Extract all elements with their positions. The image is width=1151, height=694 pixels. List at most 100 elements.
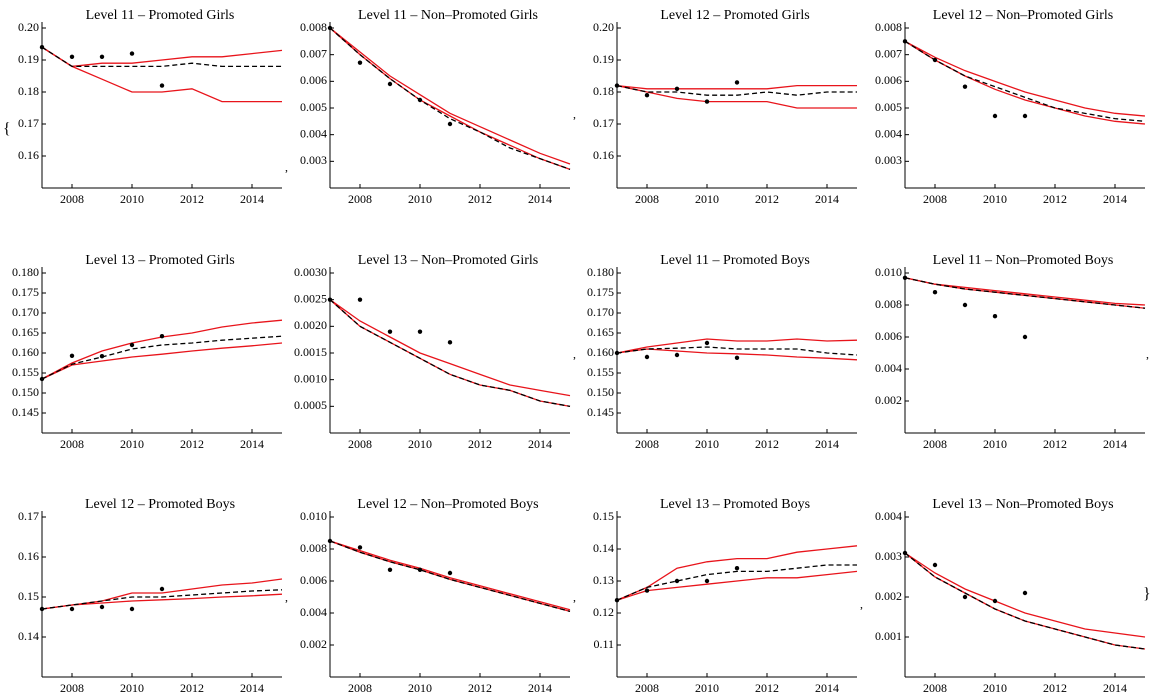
chart-panel: Level 11 – Non–Promoted Girls 0.003 0.004 0… — [300, 8, 571, 206]
data-point — [614, 83, 620, 88]
x-tick-label: 2008 — [348, 681, 372, 694]
chart-title: Level 13 – Promoted Boys — [660, 497, 810, 512]
data-point — [357, 60, 363, 65]
y-tick-label: 0.004 — [875, 509, 902, 523]
line — [329, 299, 571, 407]
x-tick-label: 2012 — [1043, 192, 1067, 206]
data-point — [674, 86, 680, 92]
y-tick-label: 0.180 — [12, 265, 39, 279]
y-tick-label: 0.004 — [875, 126, 902, 140]
chart-panel: Level 13 – Non–Promoted Girls 0.0005 0.001… — [294, 253, 571, 451]
line — [329, 299, 571, 397]
dashed-line — [616, 84, 857, 96]
y-tick-label: 0.006 — [300, 573, 327, 587]
y-tick-label: 0.13 — [593, 573, 614, 587]
y-tick-label: 0.17 — [593, 116, 614, 130]
dashed-line — [329, 27, 571, 170]
y-tick-label: 0.19 — [593, 52, 614, 66]
data-point — [417, 329, 423, 334]
data-point — [614, 350, 620, 356]
chart-title: Level 12 – Promoted Girls — [660, 8, 809, 23]
data-point — [39, 45, 45, 50]
y-tick-label: 0.003 — [300, 153, 327, 167]
data-point — [704, 578, 710, 584]
chart-title: Level 12 – Promoted Boys — [85, 497, 235, 512]
y-tick-label: 0.20 — [593, 20, 614, 34]
dashed-line — [616, 564, 857, 601]
x-tick-label: 2014 — [815, 437, 839, 451]
y-tick-label: 0.15 — [18, 589, 39, 603]
chart-title: Level 11 – Non–Promoted Girls — [358, 8, 538, 23]
x-tick-label: 2014 — [240, 437, 264, 451]
brace: { — [3, 121, 11, 138]
chart-panel: Level 13 – Promoted Girls 0.145 0.150 0.155… — [12, 253, 283, 451]
data-point — [992, 314, 998, 319]
y-tick-label: 0.17 — [18, 509, 39, 523]
dashed-line — [41, 46, 282, 68]
x-tick-label: 2008 — [923, 437, 947, 451]
y-tick-label: 0.002 — [300, 637, 327, 651]
y-tick-label: 0.15 — [593, 509, 614, 523]
x-tick-label: 2010 — [695, 681, 719, 694]
data-point — [902, 550, 908, 556]
data-point — [99, 354, 105, 359]
data-point — [327, 297, 333, 302]
line — [904, 40, 1146, 125]
data-point — [644, 354, 650, 360]
data-point — [704, 99, 710, 104]
data-point — [99, 604, 105, 610]
data-point — [159, 83, 165, 88]
line — [904, 277, 1146, 306]
separator: , — [285, 590, 288, 604]
y-tick-label: 0.16 — [593, 148, 614, 162]
separator: , — [285, 160, 288, 174]
y-tick-label: 0.0020 — [294, 318, 327, 332]
data-point — [417, 97, 423, 103]
x-tick-label: 2010 — [695, 192, 719, 206]
data-point — [129, 51, 135, 56]
data-point — [99, 54, 105, 59]
x-tick-label: 2014 — [528, 681, 552, 694]
data-point — [674, 578, 680, 584]
y-tick-label: 0.005 — [875, 100, 902, 114]
x-tick-label: 2010 — [695, 437, 719, 451]
data-point — [932, 290, 938, 295]
separator: , — [573, 107, 576, 121]
chart-panel: Level 12 – Promoted Boys 0.14 0.15 0.16 0.17… — [18, 497, 283, 694]
line — [41, 593, 283, 610]
y-tick-label: 0.003 — [875, 153, 902, 167]
x-tick-label: 2012 — [180, 437, 204, 451]
y-tick-label: 0.165 — [587, 325, 614, 339]
brace: } — [1143, 586, 1151, 603]
line — [329, 27, 571, 165]
dashed-line — [41, 335, 283, 380]
line — [904, 277, 1146, 309]
data-point — [327, 25, 333, 31]
data-point — [1022, 334, 1028, 340]
line — [904, 40, 1146, 117]
x-tick-label: 2010 — [408, 192, 432, 206]
x-tick-label: 2010 — [120, 681, 144, 694]
y-tick-label: 0.165 — [12, 325, 39, 339]
x-tick-label: 2008 — [60, 437, 84, 451]
y-tick-label: 0.001 — [875, 629, 902, 643]
separator: , — [1146, 347, 1149, 361]
y-tick-label: 0.0030 — [294, 265, 327, 279]
line — [41, 46, 282, 103]
chart-title: Level 11 – Promoted Girls — [86, 8, 235, 23]
x-tick-label: 2008 — [60, 192, 84, 206]
x-tick-label: 2010 — [983, 192, 1007, 206]
y-tick-label: 0.180 — [587, 265, 614, 279]
y-tick-label: 0.008 — [875, 20, 902, 34]
x-tick-label: 2010 — [408, 437, 432, 451]
x-tick-label: 2012 — [180, 681, 204, 694]
data-point — [129, 342, 135, 348]
y-tick-label: 0.16 — [18, 549, 39, 563]
y-tick-label: 0.20 — [18, 20, 39, 34]
line — [329, 540, 571, 611]
y-tick-label: 0.12 — [593, 605, 614, 619]
data-point — [902, 39, 908, 44]
y-tick-label: 0.14 — [593, 541, 614, 555]
line — [41, 342, 283, 380]
